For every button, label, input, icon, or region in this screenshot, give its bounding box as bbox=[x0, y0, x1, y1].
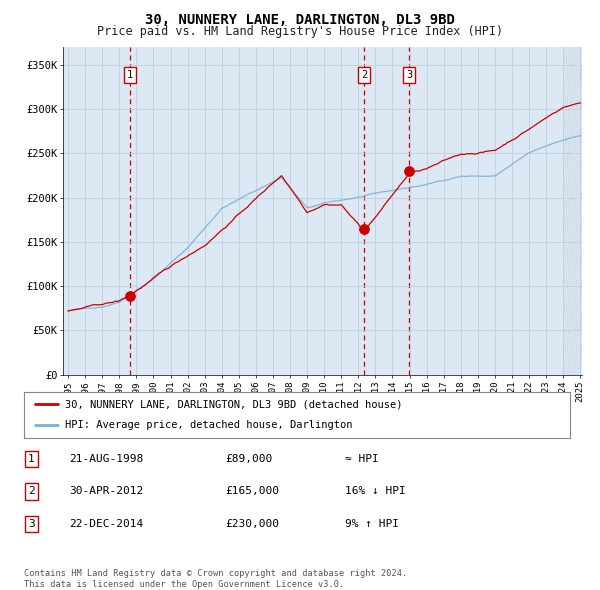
Point bbox=[125, 291, 135, 301]
Text: Price paid vs. HM Land Registry's House Price Index (HPI): Price paid vs. HM Land Registry's House … bbox=[97, 25, 503, 38]
Text: 30-APR-2012: 30-APR-2012 bbox=[69, 487, 143, 496]
Text: £230,000: £230,000 bbox=[225, 519, 279, 529]
Text: 3: 3 bbox=[406, 70, 412, 80]
Text: ≈ HPI: ≈ HPI bbox=[345, 454, 379, 464]
Text: 1: 1 bbox=[28, 454, 35, 464]
Text: 22-DEC-2014: 22-DEC-2014 bbox=[69, 519, 143, 529]
Text: 2: 2 bbox=[28, 487, 35, 496]
Point bbox=[359, 224, 369, 234]
Point bbox=[404, 166, 414, 176]
Text: 21-AUG-1998: 21-AUG-1998 bbox=[69, 454, 143, 464]
Text: £165,000: £165,000 bbox=[225, 487, 279, 496]
Text: 9% ↑ HPI: 9% ↑ HPI bbox=[345, 519, 399, 529]
Text: 1: 1 bbox=[127, 70, 133, 80]
Text: Contains HM Land Registry data © Crown copyright and database right 2024.
This d: Contains HM Land Registry data © Crown c… bbox=[24, 569, 407, 589]
Text: £89,000: £89,000 bbox=[225, 454, 272, 464]
Text: 16% ↓ HPI: 16% ↓ HPI bbox=[345, 487, 406, 496]
Text: HPI: Average price, detached house, Darlington: HPI: Average price, detached house, Darl… bbox=[65, 420, 352, 430]
Text: 30, NUNNERY LANE, DARLINGTON, DL3 9BD: 30, NUNNERY LANE, DARLINGTON, DL3 9BD bbox=[145, 13, 455, 27]
Text: 2: 2 bbox=[361, 70, 367, 80]
Text: 3: 3 bbox=[28, 519, 35, 529]
Text: 30, NUNNERY LANE, DARLINGTON, DL3 9BD (detached house): 30, NUNNERY LANE, DARLINGTON, DL3 9BD (d… bbox=[65, 399, 403, 409]
